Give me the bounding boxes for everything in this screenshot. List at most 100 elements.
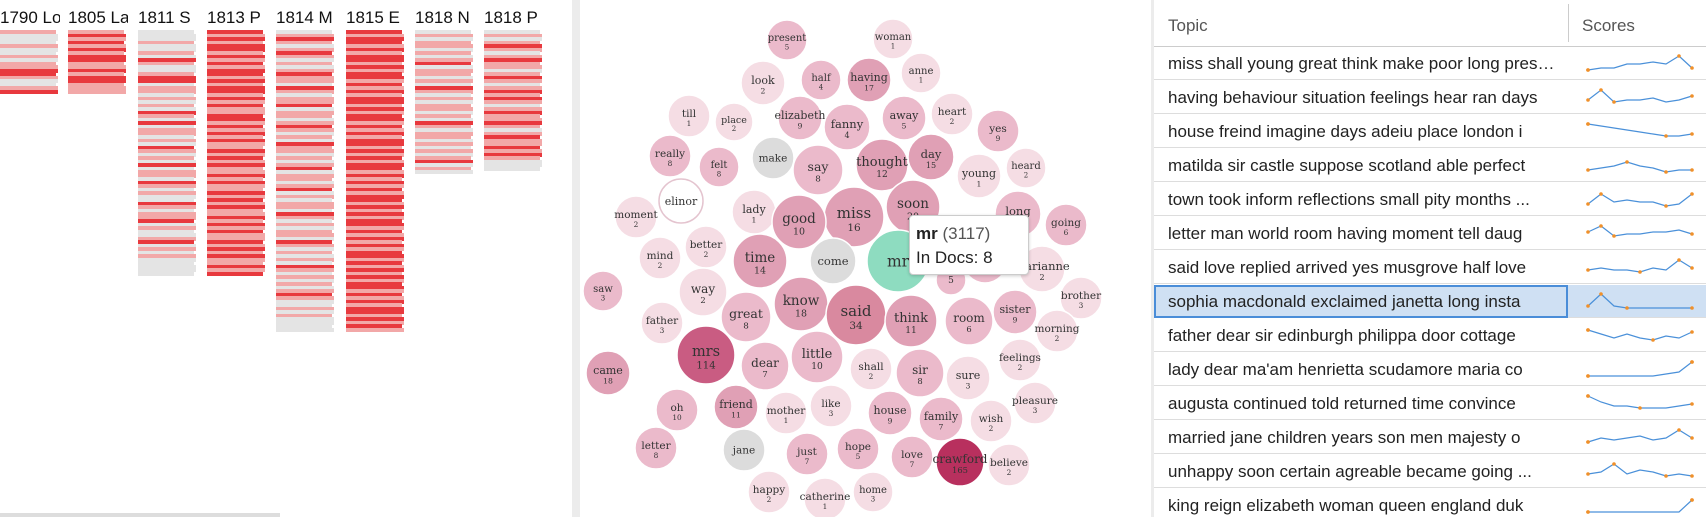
paragraph-bar[interactable] bbox=[276, 131, 334, 136]
paragraph-bar[interactable] bbox=[0, 89, 58, 94]
paragraph-bar[interactable] bbox=[415, 131, 473, 136]
paragraph-bar[interactable] bbox=[276, 54, 334, 59]
paragraph-bar[interactable] bbox=[276, 268, 334, 272]
bubble-circle[interactable] bbox=[930, 92, 974, 136]
paragraph-bar[interactable] bbox=[276, 257, 334, 262]
score-sparkline[interactable] bbox=[1584, 185, 1696, 213]
paragraph-bar[interactable] bbox=[346, 250, 402, 255]
paragraph-bar[interactable] bbox=[276, 275, 334, 279]
paragraph-bar[interactable] bbox=[484, 117, 542, 122]
paragraph-bar[interactable] bbox=[0, 79, 58, 83]
paragraph-bar[interactable] bbox=[346, 138, 404, 143]
paragraph-bar[interactable] bbox=[138, 75, 196, 80]
paragraph-bar[interactable] bbox=[138, 145, 194, 150]
paragraph-bar[interactable] bbox=[346, 285, 404, 290]
paragraph-bar[interactable] bbox=[207, 184, 265, 188]
paragraph-bar[interactable] bbox=[207, 208, 263, 213]
paragraph-bar[interactable] bbox=[415, 75, 473, 80]
paragraph-bar[interactable] bbox=[276, 327, 334, 332]
paragraph-bar[interactable] bbox=[138, 201, 196, 206]
paragraph-bar[interactable] bbox=[415, 110, 473, 115]
paragraph-bar[interactable] bbox=[207, 47, 265, 52]
paragraph-bar[interactable] bbox=[484, 152, 542, 157]
paragraph-bar[interactable] bbox=[138, 79, 196, 83]
paragraph-bar[interactable] bbox=[346, 317, 404, 321]
paragraph-bar[interactable] bbox=[484, 131, 542, 136]
paragraph-bar[interactable] bbox=[276, 247, 334, 251]
paragraph-bar[interactable] bbox=[68, 30, 124, 34]
paragraph-bar[interactable] bbox=[346, 229, 402, 234]
paragraph-bar[interactable] bbox=[138, 177, 194, 181]
bubble-circle[interactable] bbox=[658, 178, 704, 224]
column-divider[interactable] bbox=[1568, 4, 1569, 42]
paragraph-bar[interactable] bbox=[138, 229, 194, 234]
paragraph-bar[interactable] bbox=[0, 51, 56, 55]
paragraph-bar[interactable] bbox=[207, 61, 263, 66]
paragraph-bar[interactable] bbox=[484, 79, 542, 83]
paragraph-bar[interactable] bbox=[0, 44, 58, 48]
topic-cell[interactable]: married jane children years son men maje… bbox=[1168, 428, 1521, 447]
paragraph-bar[interactable] bbox=[138, 205, 196, 209]
paragraph-bar[interactable] bbox=[415, 40, 471, 45]
bubble-circle[interactable] bbox=[884, 294, 938, 348]
bubble-circle[interactable] bbox=[809, 384, 853, 428]
paragraph-bar[interactable] bbox=[207, 149, 265, 153]
paragraph-bar[interactable] bbox=[276, 313, 332, 318]
paragraph-bar[interactable] bbox=[138, 44, 196, 48]
paragraph-bar[interactable] bbox=[138, 268, 196, 272]
table-row[interactable]: having behaviour situation feelings hear… bbox=[1154, 81, 1706, 114]
paragraph-bar[interactable] bbox=[415, 89, 473, 94]
paragraph-bar[interactable] bbox=[346, 152, 404, 157]
score-sparkline[interactable] bbox=[1584, 389, 1696, 417]
paragraph-bar[interactable] bbox=[276, 159, 334, 164]
paragraph-bar[interactable] bbox=[207, 261, 263, 265]
paragraph-bar[interactable] bbox=[138, 264, 196, 269]
paragraph-bar[interactable] bbox=[484, 82, 540, 87]
paragraph-bar[interactable] bbox=[276, 296, 334, 300]
paragraph-bar[interactable] bbox=[138, 215, 196, 220]
paragraph-bar[interactable] bbox=[346, 114, 402, 118]
bubble-circle[interactable] bbox=[918, 396, 964, 442]
paragraph-bar[interactable] bbox=[346, 47, 404, 52]
paragraph-bar[interactable] bbox=[415, 33, 473, 38]
paragraph-bar[interactable] bbox=[276, 282, 332, 286]
paragraph-bar[interactable] bbox=[207, 212, 265, 216]
paragraph-bar[interactable] bbox=[415, 96, 473, 101]
paragraph-bar[interactable] bbox=[415, 72, 471, 76]
paragraph-bar[interactable] bbox=[346, 96, 404, 101]
paragraph-bar[interactable] bbox=[276, 68, 334, 73]
paragraph-bar[interactable] bbox=[415, 100, 473, 104]
paragraph-bar[interactable] bbox=[346, 187, 402, 192]
paragraph-bar[interactable] bbox=[276, 142, 334, 146]
paragraph-bar[interactable] bbox=[276, 138, 334, 143]
word-bubble[interactable]: jane bbox=[722, 428, 766, 472]
bubble-circle[interactable] bbox=[698, 146, 740, 188]
bubble-circle[interactable] bbox=[614, 195, 658, 239]
paragraph-bar[interactable] bbox=[346, 208, 402, 213]
paragraph-bar[interactable] bbox=[207, 240, 263, 244]
paragraph-bar[interactable] bbox=[207, 142, 265, 146]
paragraph-bar[interactable] bbox=[484, 37, 542, 41]
paragraph-bar[interactable] bbox=[207, 93, 263, 97]
paragraph-bar[interactable] bbox=[68, 79, 126, 83]
paragraph-bar[interactable] bbox=[484, 110, 542, 115]
paragraph-bar[interactable] bbox=[415, 82, 471, 87]
paragraph-bar[interactable] bbox=[138, 61, 194, 66]
paragraph-bar[interactable] bbox=[484, 44, 542, 48]
bubble-circle[interactable] bbox=[836, 427, 880, 471]
paragraph-bar[interactable] bbox=[68, 89, 126, 94]
bubble-circle[interactable] bbox=[867, 390, 913, 436]
paragraph-bar[interactable] bbox=[207, 121, 265, 125]
paragraph-bar[interactable] bbox=[484, 142, 542, 146]
paragraph-bar[interactable] bbox=[138, 30, 194, 34]
paragraph-bar[interactable] bbox=[207, 156, 263, 160]
score-sparkline[interactable] bbox=[1584, 457, 1696, 485]
paragraph-bar[interactable] bbox=[484, 86, 542, 90]
paragraph-bar[interactable] bbox=[276, 243, 334, 248]
paragraph-bar[interactable] bbox=[415, 68, 473, 73]
